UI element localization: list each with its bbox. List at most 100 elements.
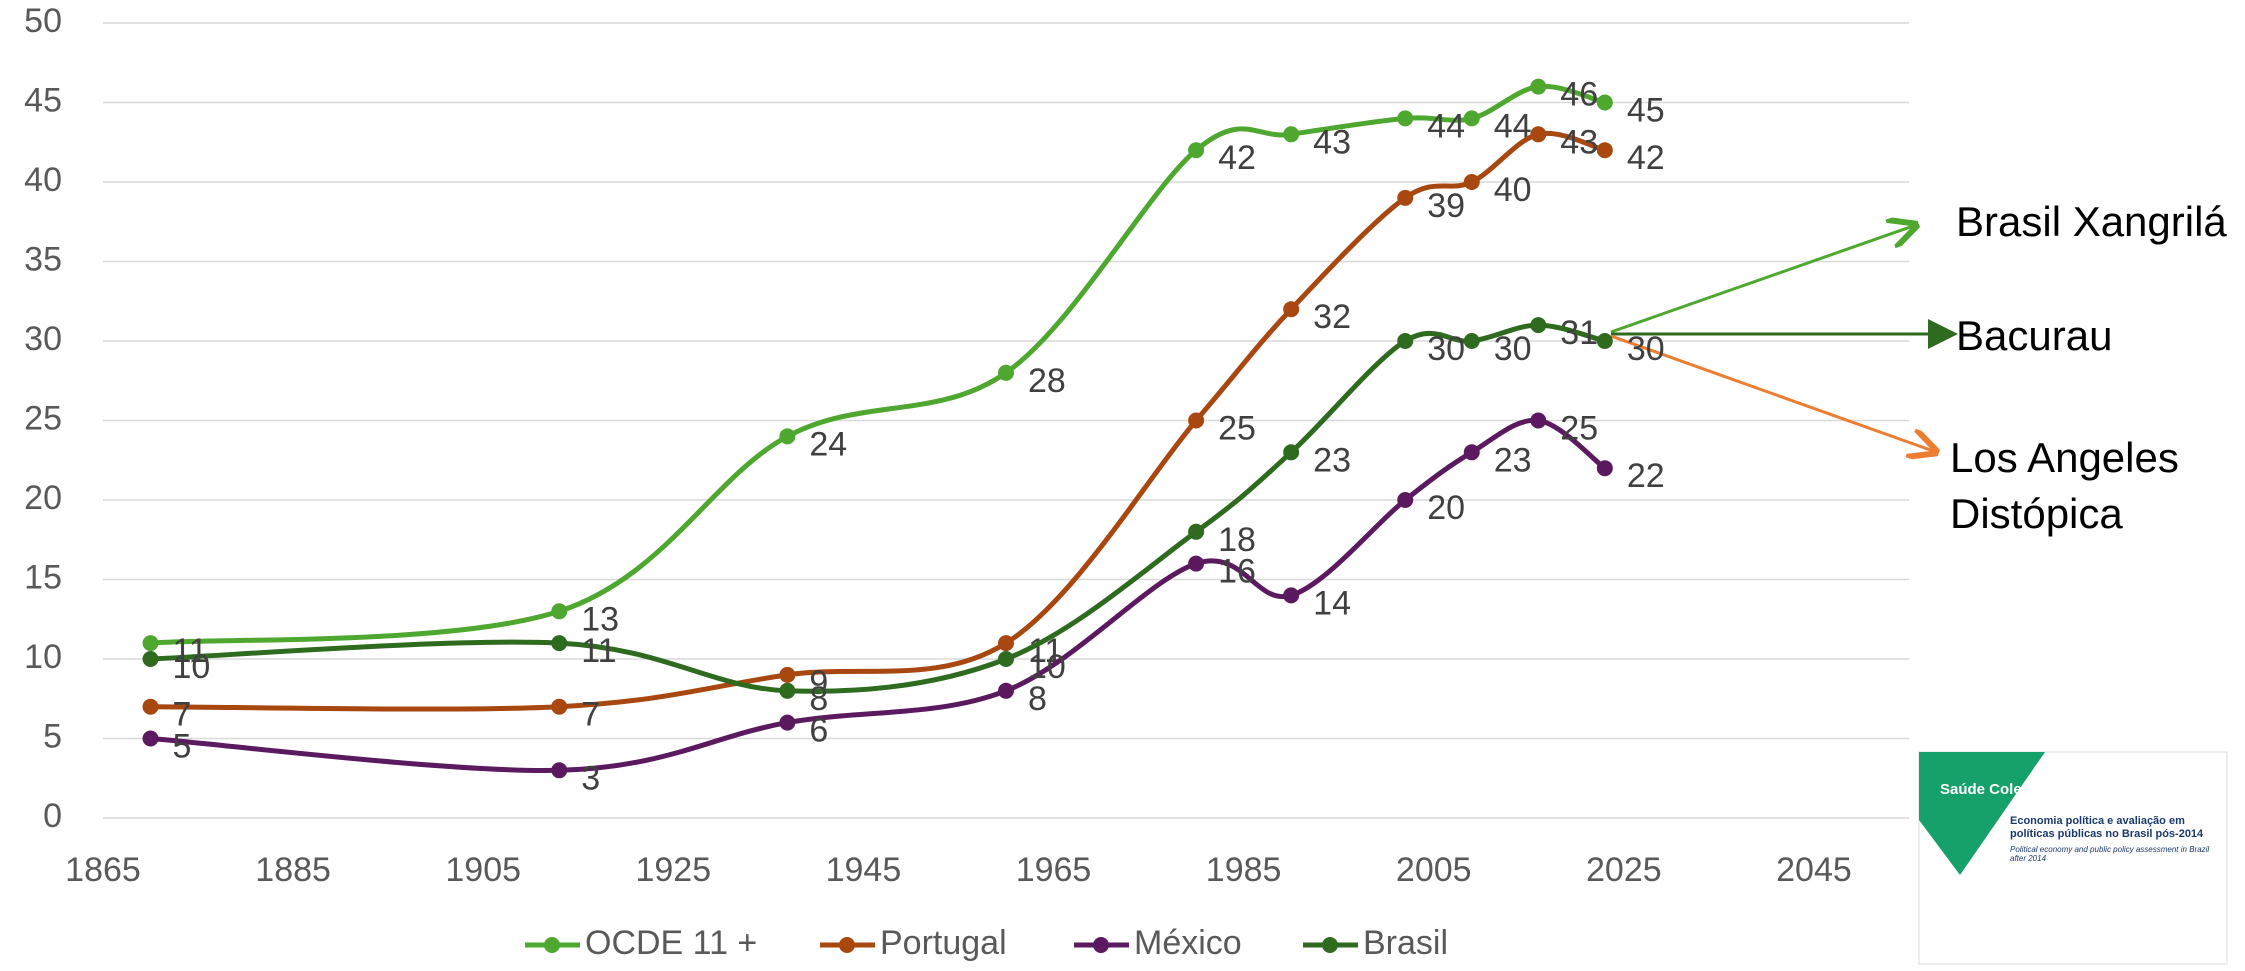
data-point bbox=[779, 715, 795, 731]
data-point bbox=[1530, 413, 1546, 429]
data-point bbox=[1397, 110, 1413, 126]
data-label: 30 bbox=[1427, 330, 1465, 368]
data-point bbox=[1597, 460, 1613, 476]
y-tick-label: 25 bbox=[24, 399, 62, 437]
data-point bbox=[1464, 333, 1480, 349]
data-point bbox=[1597, 333, 1613, 349]
data-point bbox=[551, 762, 567, 778]
thumbnail: Saúde Coletiva Economia política e avali… bbox=[1919, 752, 2227, 964]
data-point bbox=[1188, 556, 1204, 572]
data-label: 44 bbox=[1427, 107, 1465, 145]
y-tick-label: 0 bbox=[43, 797, 62, 835]
data-point bbox=[551, 699, 567, 715]
data-label: 39 bbox=[1427, 187, 1465, 225]
data-label: 46 bbox=[1560, 76, 1598, 114]
data-label: 31 bbox=[1560, 314, 1598, 352]
legend-label: Brasil bbox=[1363, 924, 1448, 962]
x-tick-label: 1985 bbox=[1206, 851, 1282, 889]
data-label: 20 bbox=[1427, 489, 1465, 527]
data-label: 24 bbox=[809, 425, 847, 463]
annotation-box: Los Angeles Distópica bbox=[1950, 430, 2240, 550]
data-point bbox=[1530, 79, 1546, 95]
y-tick-label: 45 bbox=[24, 81, 62, 119]
data-point bbox=[143, 699, 159, 715]
data-label: 42 bbox=[1218, 139, 1256, 177]
y-tick-label: 35 bbox=[24, 240, 62, 278]
data-point bbox=[551, 603, 567, 619]
data-point bbox=[998, 635, 1014, 651]
series-line bbox=[151, 420, 1605, 770]
data-point bbox=[1397, 190, 1413, 206]
data-label: 5 bbox=[173, 727, 192, 765]
data-point bbox=[1188, 142, 1204, 158]
data-point bbox=[1464, 444, 1480, 460]
data-point bbox=[1188, 524, 1204, 540]
data-label: 30 bbox=[1627, 330, 1665, 368]
data-point bbox=[998, 365, 1014, 381]
x-tick-label: 2045 bbox=[1776, 851, 1852, 889]
data-point bbox=[1597, 142, 1613, 158]
data-label: 11 bbox=[581, 632, 616, 670]
data-point bbox=[1283, 444, 1299, 460]
data-label: 8 bbox=[809, 680, 828, 718]
y-tick-label: 20 bbox=[24, 479, 62, 517]
data-point bbox=[1530, 317, 1546, 333]
data-label: 32 bbox=[1313, 298, 1351, 336]
x-tick-label: 2005 bbox=[1396, 851, 1472, 889]
data-point bbox=[1530, 126, 1546, 142]
data-point bbox=[143, 635, 159, 651]
data-point bbox=[1597, 95, 1613, 111]
x-tick-label: 1945 bbox=[826, 851, 902, 889]
data-label: 23 bbox=[1494, 441, 1532, 479]
legend-marker bbox=[544, 937, 560, 953]
data-label: 7 bbox=[581, 696, 600, 734]
legend-label: Portugal bbox=[880, 924, 1007, 962]
data-label: 23 bbox=[1313, 441, 1351, 479]
x-tick-label: 1965 bbox=[1016, 851, 1092, 889]
data-label: 25 bbox=[1218, 409, 1256, 447]
y-tick-label: 50 bbox=[24, 2, 62, 40]
data-label: 18 bbox=[1218, 521, 1256, 559]
data-point bbox=[779, 683, 795, 699]
annotation: Los Angeles Distópica bbox=[1950, 430, 2200, 542]
data-point bbox=[1464, 174, 1480, 190]
data-point bbox=[1283, 126, 1299, 142]
x-tick-label: 1905 bbox=[445, 851, 521, 889]
data-label: 45 bbox=[1627, 91, 1665, 129]
legend-marker bbox=[1322, 937, 1338, 953]
legend-marker bbox=[1093, 937, 1109, 953]
chart: Brasil Xangrilá Bacurau Los Angeles Dist… bbox=[0, 0, 2245, 966]
data-label: 3 bbox=[581, 759, 600, 797]
data-point bbox=[1283, 301, 1299, 317]
x-tick-label: 1925 bbox=[635, 851, 711, 889]
thumbnail-text: Economia política e avaliação em polític… bbox=[2010, 815, 2220, 955]
x-tick-label: 1885 bbox=[255, 851, 331, 889]
x-tick-label: 1865 bbox=[65, 851, 141, 889]
y-tick-label: 40 bbox=[24, 161, 62, 199]
data-point bbox=[1283, 587, 1299, 603]
data-point bbox=[779, 667, 795, 683]
data-point bbox=[143, 731, 159, 747]
y-tick-label: 30 bbox=[24, 320, 62, 358]
y-tick-label: 15 bbox=[24, 558, 62, 596]
page: Brasil Xangrilá Bacurau Los Angeles Dist… bbox=[0, 0, 2245, 966]
data-label: 43 bbox=[1560, 123, 1598, 161]
annotation: Bacurau bbox=[1956, 312, 2112, 359]
data-label: 42 bbox=[1627, 139, 1665, 177]
y-tick-label: 10 bbox=[24, 638, 62, 676]
data-point bbox=[779, 428, 795, 444]
data-label: 22 bbox=[1627, 457, 1665, 495]
data-point bbox=[1464, 110, 1480, 126]
data-label: 25 bbox=[1560, 409, 1598, 447]
data-label: 28 bbox=[1028, 362, 1066, 400]
data-point bbox=[1188, 413, 1204, 429]
legend-marker bbox=[839, 937, 855, 953]
thumbnail-title: Economia política e avaliação em polític… bbox=[2010, 815, 2220, 841]
data-label: 10 bbox=[173, 648, 211, 686]
thumbnail-journal: Saúde Coletiva bbox=[1940, 781, 2048, 798]
x-tick-label: 2025 bbox=[1586, 851, 1662, 889]
data-point bbox=[998, 651, 1014, 667]
series-line bbox=[151, 86, 1605, 643]
data-point bbox=[551, 635, 567, 651]
data-label: 30 bbox=[1494, 330, 1532, 368]
